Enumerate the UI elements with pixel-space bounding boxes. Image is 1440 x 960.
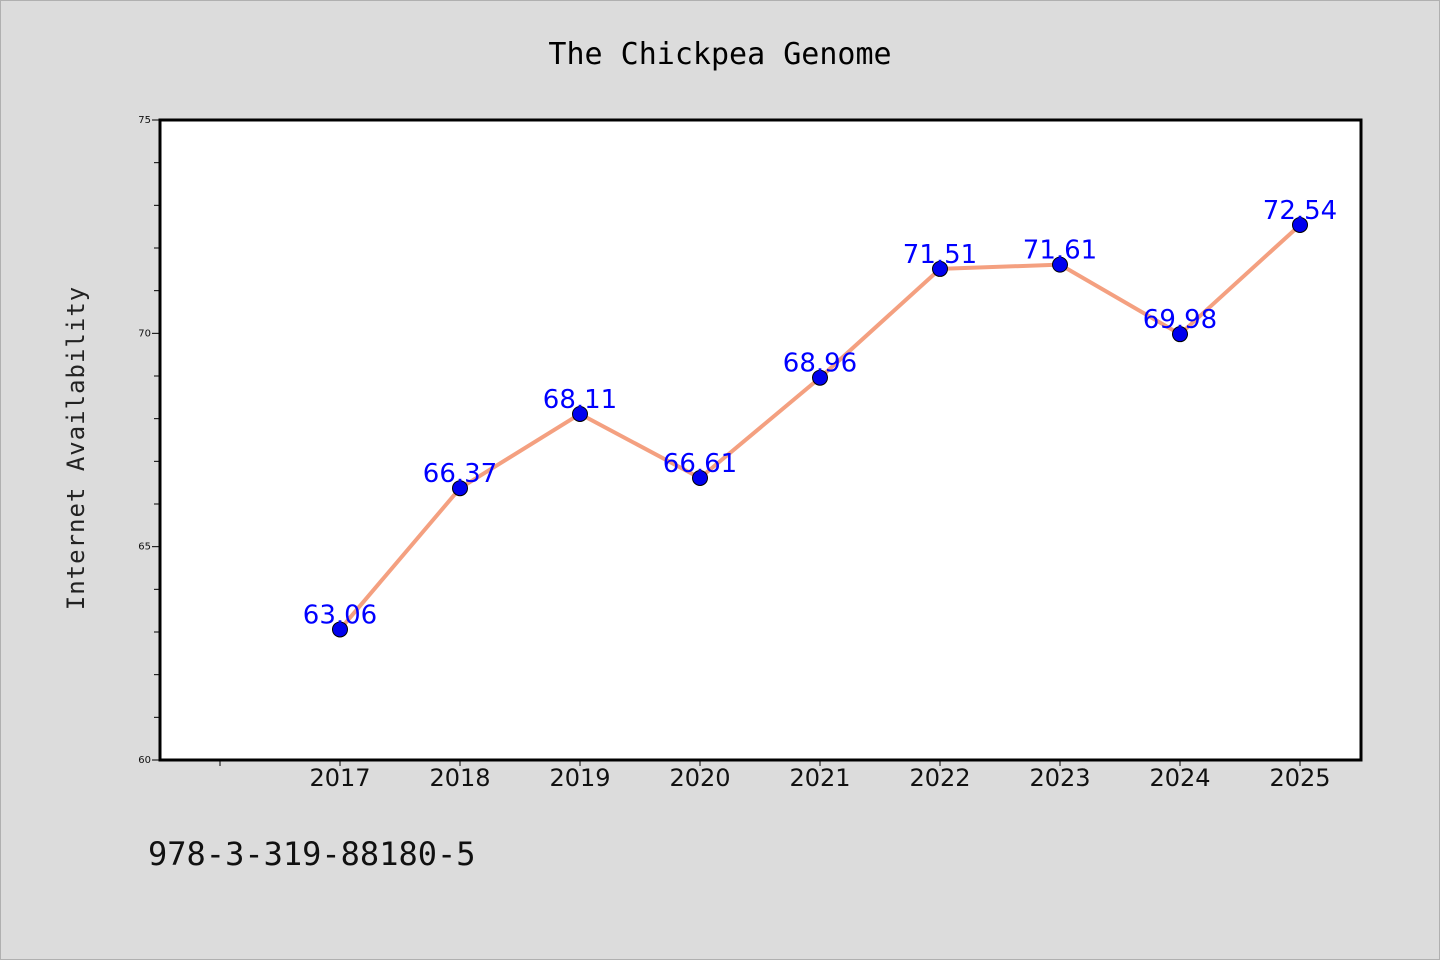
y-tick-label: 75 — [138, 115, 151, 126]
x-tick-label: 2021 — [789, 764, 850, 792]
series-layer: 63.06 66.37 68.11 66.61 68.96 71.51 71.61 69.98… — [303, 196, 1337, 638]
data-point — [572, 405, 588, 422]
y-tick-label: 60 — [138, 755, 151, 766]
data-label: 66.37 — [423, 459, 497, 489]
x-tick-label: 2020 — [669, 764, 730, 792]
data-label: 68.96 — [783, 349, 857, 379]
data-label: 63.06 — [303, 600, 377, 630]
x-tick-label: 2018 — [429, 764, 490, 792]
data-point — [1172, 326, 1188, 343]
x-axis: 2017 2018 2019 2020 2021 2022 2023 2024 2025 — [219, 760, 1331, 792]
data-point — [932, 260, 948, 277]
data-label: 71.61 — [1023, 236, 1097, 266]
x-tick-label: 2019 — [549, 764, 610, 792]
x-tick-label: 2022 — [909, 764, 970, 792]
y-axis: 60 65 70 75 — [138, 115, 160, 766]
chart-title: The Chickpea Genome — [548, 37, 891, 72]
data-label: 68.11 — [543, 385, 617, 415]
data-point — [452, 480, 468, 497]
x-tick-label: 2024 — [1149, 764, 1210, 792]
y-tick-label: 65 — [138, 542, 151, 553]
data-point — [1052, 256, 1068, 273]
data-point — [332, 621, 348, 638]
y-tick-label: 70 — [138, 328, 151, 339]
x-tick-label: 2023 — [1029, 764, 1090, 792]
x-tick-label: 2025 — [1269, 764, 1330, 792]
data-label: 71.51 — [903, 240, 977, 270]
data-point — [812, 369, 828, 386]
y-axis-label: Internet Availability — [62, 286, 90, 610]
plot-area — [158, 118, 1363, 762]
isbn-footer: 978-3-319-88180-5 — [148, 835, 476, 873]
data-label: 66.61 — [663, 449, 737, 479]
data-point — [1292, 216, 1308, 233]
data-label: 72.54 — [1263, 196, 1337, 226]
data-label: 69.98 — [1143, 305, 1217, 335]
x-tick-label: 2017 — [309, 764, 370, 792]
data-point — [692, 469, 708, 486]
